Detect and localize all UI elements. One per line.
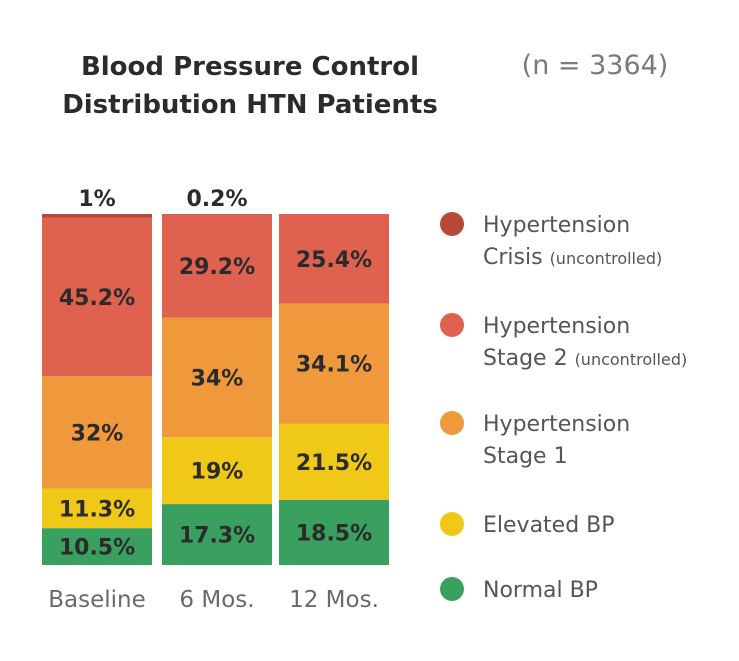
sample-size-label: (n = 3364) [521, 50, 669, 81]
data-label-6-mos-elevated-bp: 19% [191, 460, 244, 485]
legend-label-crisis-line-1: Hypertension [483, 213, 631, 238]
category-label-baseline: Baseline [48, 587, 146, 613]
legend-dot-crisis [440, 212, 464, 236]
legend-dot-elevated [440, 512, 464, 536]
bar-segment-6-mos-hypertension-crisis-uncontrolled [162, 214, 272, 215]
stacked-bar-chart: 10.5% 11.3% 32% 45.2% 1% Baseline 17.3% 19% 34% 2… [42, 187, 389, 613]
legend-item-stage-2: Hypertension Stage 2 (uncontrolled) [440, 311, 687, 376]
legend-label-stage-2-line-2: Stage 2 [483, 346, 568, 371]
category-label-6-mos: 6 Mos. [179, 587, 254, 613]
chart-title-line-2: Distribution HTN Patients [62, 90, 438, 120]
legend-label-crisis-sub: (uncontrolled) [549, 249, 663, 268]
data-label-12-mos-hypertension-stage-1: 34.1% [296, 353, 372, 378]
data-label-6-mos-hypertension-stage-1: 34% [191, 366, 244, 391]
bar-segment-6-mos-hypertension-stage-1 [162, 317, 272, 438]
legend-label-stage-2-line-1: Hypertension [483, 314, 631, 339]
legend-item-stage-1: Hypertension Stage 1 [440, 409, 630, 473]
data-label-6-mos-hypertension-stage-2-uncontrolled: 29.2% [179, 255, 255, 280]
bar-segment-6-mos-normal-bp [162, 504, 272, 565]
bar-segment-12-mos-hypertension-stage-1 [279, 303, 389, 424]
bar-segment-baseline-hypertension-stage-1 [42, 376, 152, 489]
legend-label-crisis-line-2: Crisis [483, 245, 543, 270]
legend-item-normal: Normal BP [440, 575, 598, 607]
bar-segment-baseline-hypertension-crisis-uncontrolled [42, 214, 152, 218]
data-label-6-mos-hypertension-crisis-uncontrolled: 0.2% [186, 187, 247, 212]
legend-label-stage-1-line-2: Stage 1 [483, 444, 568, 469]
legend-dot-stage-2 [440, 313, 464, 337]
legend-label-stage-2-sub: (uncontrolled) [574, 350, 688, 369]
data-label-12-mos-elevated-bp: 21.5% [296, 451, 372, 476]
data-label-baseline-hypertension-crisis-uncontrolled: 1% [78, 187, 115, 212]
legend-label-stage-1-line-1: Hypertension [483, 412, 631, 437]
data-label-baseline-elevated-bp: 11.3% [59, 497, 135, 522]
bar-segment-12-mos-hypertension-stage-2-uncontrolled [279, 214, 389, 304]
legend-item-crisis: Hypertension Crisis (uncontrolled) [440, 210, 662, 275]
bar-segment-baseline-elevated-bp [42, 488, 152, 529]
legend-dot-normal [440, 577, 464, 601]
bar-segment-12-mos-normal-bp [279, 499, 389, 565]
data-label-baseline-hypertension-stage-2-uncontrolled: 45.2% [59, 286, 135, 311]
bar-segment-12-mos-elevated-bp [279, 423, 389, 500]
legend-dot-stage-1 [440, 411, 464, 435]
legend-label-elevated: Elevated BP [483, 513, 615, 538]
bar-segment-6-mos-hypertension-stage-2-uncontrolled [162, 214, 272, 318]
data-label-12-mos-normal-bp: 18.5% [296, 521, 372, 546]
chart-title: Blood Pressure Control Distribution HTN … [40, 48, 460, 124]
data-label-baseline-normal-bp: 10.5% [59, 536, 135, 561]
legend-label-normal: Normal BP [483, 578, 598, 603]
data-label-baseline-hypertension-stage-1: 32% [71, 421, 124, 446]
legend: Hypertension Crisis (uncontrolled) Hyper… [440, 0, 739, 661]
bar-segment-6-mos-elevated-bp [162, 437, 272, 505]
bar-segment-baseline-hypertension-stage-2-uncontrolled [42, 217, 152, 377]
chart-title-line-1: Blood Pressure Control [80, 52, 420, 82]
data-label-12-mos-hypertension-stage-2-uncontrolled: 25.4% [296, 248, 372, 273]
data-label-6-mos-normal-bp: 17.3% [179, 524, 255, 549]
category-label-12-mos: 12 Mos. [289, 587, 379, 613]
legend-item-elevated: Elevated BP [440, 510, 615, 542]
bar-segment-baseline-normal-bp [42, 528, 152, 565]
